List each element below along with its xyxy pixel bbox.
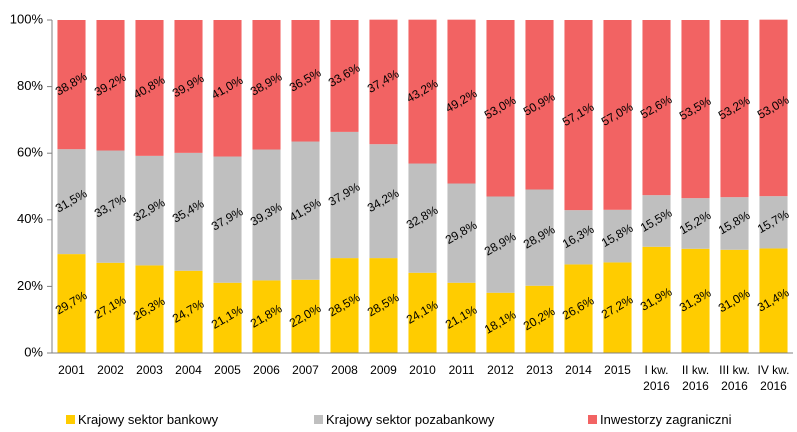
x-tick-label: II kw. xyxy=(682,363,709,377)
x-tick-label: 2012 xyxy=(487,363,514,377)
x-tick-label: 2016 xyxy=(721,379,748,393)
bar-segment xyxy=(525,20,554,190)
bar-segment xyxy=(447,183,476,283)
x-tick-label: 2011 xyxy=(449,363,475,377)
bar-segment xyxy=(96,262,125,353)
bar-segment xyxy=(57,149,86,255)
bar-segment xyxy=(330,258,359,353)
x-tick-label: 2014 xyxy=(565,363,592,377)
bar-segment xyxy=(720,249,749,353)
bar-segment xyxy=(681,20,710,199)
x-tick-label: I kw. xyxy=(644,363,668,377)
bar-segment xyxy=(525,189,554,286)
x-tick-label: 2013 xyxy=(526,363,553,377)
legend-swatch xyxy=(66,415,75,424)
x-tick-label: 2003 xyxy=(136,363,163,377)
legend-swatch xyxy=(588,415,597,424)
bar-segment xyxy=(291,20,320,142)
y-tick-label: 80% xyxy=(17,78,43,93)
x-tick-label: 2006 xyxy=(253,363,280,377)
bar-segment xyxy=(213,156,242,283)
bar-segment xyxy=(369,144,398,259)
bar-segment xyxy=(564,264,593,353)
bar-segment xyxy=(369,258,398,353)
bar-segment xyxy=(408,272,437,353)
bar-segment xyxy=(96,150,125,263)
bar-segment xyxy=(486,20,515,197)
x-tick-label: 2010 xyxy=(409,363,436,377)
bar-segment xyxy=(174,270,203,353)
bar-segment xyxy=(213,20,242,157)
bar-segment xyxy=(759,248,788,353)
legend-label: Inwestorzy zagraniczni xyxy=(600,412,732,427)
x-tick-label: 2005 xyxy=(214,363,241,377)
bar-segment xyxy=(174,20,203,153)
bar-segment xyxy=(759,196,788,249)
bar-segment xyxy=(486,292,515,353)
legend-label: Krajowy sektor bankowy xyxy=(78,412,219,427)
x-tick-label: 2002 xyxy=(97,363,124,377)
bar-segment xyxy=(525,285,554,353)
bar-segment xyxy=(57,254,86,353)
x-tick-label: 2015 xyxy=(604,363,631,377)
bar-segment xyxy=(642,20,671,196)
bar-segment xyxy=(252,280,281,353)
x-tick-label: 2004 xyxy=(175,363,202,377)
bar-segment xyxy=(720,20,749,198)
bar-segment xyxy=(486,196,515,293)
x-tick-label: 2001 xyxy=(58,363,85,377)
bar-segment xyxy=(759,19,788,197)
y-tick-label: 0% xyxy=(24,344,43,359)
bar-segment xyxy=(252,20,281,150)
axes: 0% 20% 40% 60% 80% 100% 2001 2002 2003 2004 2005 20… xyxy=(10,11,793,393)
x-tick-label: 2016 xyxy=(682,379,709,393)
bar-segment xyxy=(564,20,593,211)
bar-segment xyxy=(408,163,437,273)
plot-area: 29,7%31,5%38,8%27,1%33,7%39,2%26,3%32,9%… xyxy=(53,19,792,353)
x-tick-label: 2016 xyxy=(760,379,787,393)
bar-segment xyxy=(96,20,125,151)
bar-segment xyxy=(57,20,86,150)
bar-segment xyxy=(408,19,437,164)
bar-segment xyxy=(174,152,203,271)
bar-segment xyxy=(135,265,164,353)
bar-segment xyxy=(330,131,359,259)
x-tick-label: III kw. xyxy=(719,363,750,377)
bar-segment xyxy=(369,19,398,145)
x-tick-label: IV kw. xyxy=(757,363,789,377)
x-tick-label: 2009 xyxy=(370,363,397,377)
bar-segment xyxy=(603,262,632,353)
bar-segment xyxy=(291,279,320,353)
legend-label: Krajowy sektor pozabankowy xyxy=(326,412,495,427)
bar-segment xyxy=(213,282,242,353)
legend-swatch xyxy=(314,415,323,424)
bar-segment xyxy=(720,197,749,250)
bar-segment xyxy=(681,198,710,249)
legend: Krajowy sektor bankowy Krajowy sektor poz… xyxy=(66,412,732,427)
bar-segment xyxy=(681,248,710,353)
y-tick-label: 20% xyxy=(17,278,43,293)
y-tick-label: 100% xyxy=(10,11,44,26)
bar-segment xyxy=(252,149,281,281)
x-tick-label: 2007 xyxy=(292,363,319,377)
bar-segment xyxy=(603,209,632,263)
bar-segment xyxy=(291,141,320,280)
y-tick-label: 60% xyxy=(17,145,43,160)
bar-segment xyxy=(135,155,164,266)
bar-segment xyxy=(564,210,593,265)
bar-segment xyxy=(642,195,671,247)
bar-segment xyxy=(603,20,632,210)
bar-segment xyxy=(135,20,164,156)
bar-segment xyxy=(447,19,476,184)
bar-segment xyxy=(447,282,476,353)
bar-segment xyxy=(642,246,671,353)
x-tick-label: 2016 xyxy=(643,379,670,393)
bar-segment xyxy=(330,20,359,132)
x-tick-label: 2008 xyxy=(331,363,358,377)
y-tick-label: 40% xyxy=(17,211,43,226)
